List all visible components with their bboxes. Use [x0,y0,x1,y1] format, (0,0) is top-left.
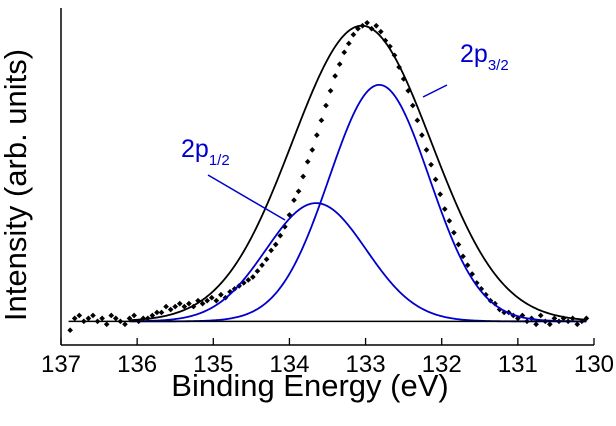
label-2p1-2: 2p1/2 [181,135,230,169]
annotation-line-2p3-2 [422,84,448,98]
data-point-62 [350,31,357,38]
data-point-5 [90,312,96,319]
x-tick-label-133: 133 [346,351,386,378]
data-point-2 [76,312,83,319]
data-point-59 [336,61,343,67]
data-point-78 [423,147,430,153]
y-axis-label: Intensity (arb. units) [0,49,33,321]
data-point-61 [345,40,352,47]
data-point-8 [103,321,110,328]
x-axis-label: Binding Energy (eV) [171,368,448,403]
data-point-24 [176,300,183,307]
data-point-52 [304,158,311,165]
data-point-25 [181,303,188,310]
data-point-0 [67,327,73,334]
data-point-41 [254,268,261,274]
data-point-53 [309,147,316,153]
data-point-30 [204,297,211,304]
x-tick-label-136: 136 [117,351,157,378]
data-point-22 [167,306,174,313]
series-data-points [67,19,590,334]
data-point-54 [314,132,320,138]
data-point-23 [172,303,179,310]
data-point-65 [364,19,370,26]
data-point-79 [428,161,434,168]
data-point-19 [154,309,160,316]
x-ticks [60,338,595,345]
data-point-42 [259,262,265,269]
x-tick-labels: 137 136 135 134 133 132 131 130 [41,351,614,378]
annotation-line-2p1-2 [207,174,286,221]
data-point-43 [263,256,270,263]
data-point-58 [332,73,338,79]
data-point-39 [245,277,252,283]
data-point-87 [464,262,471,269]
data-point-18 [149,312,156,319]
data-point-81 [437,191,444,198]
data-point-7 [99,315,105,322]
data-point-103 [537,312,544,319]
x-tick-label-130: 130 [574,351,614,378]
data-point-60 [341,49,348,56]
data-point-33 [218,291,224,298]
plot-frame [60,8,594,346]
data-point-84 [451,229,457,236]
envelope-fit-curve [129,24,587,322]
data-point-82 [441,206,448,212]
data-point-55 [318,117,325,124]
data-point-68 [377,28,384,35]
data-point-44 [268,247,274,254]
data-point-32 [213,297,220,304]
series-envelope [68,24,587,323]
x-tick-label-135: 135 [193,351,233,378]
label-2p3-2: 2p3/2 [460,40,509,74]
data-point-21 [163,303,169,310]
component-curve-2p3-2 [129,83,587,323]
data-point-80 [432,176,439,183]
data-point-106 [551,315,558,322]
data-point-40 [250,274,256,280]
data-point-83 [446,218,453,224]
x-tick-label-132: 132 [422,351,462,378]
data-point-45 [272,241,279,248]
x-tick-label-131: 131 [498,351,538,378]
data-point-76 [414,117,421,124]
data-point-26 [186,300,192,307]
data-point-57 [327,87,334,94]
data-point-56 [323,102,329,109]
data-point-12 [122,321,128,328]
data-point-9 [108,312,115,319]
data-point-49 [291,197,297,203]
series-components [129,83,587,323]
x-tick-label-134: 134 [269,351,309,378]
data-point-46 [277,232,284,239]
data-point-4 [85,315,92,322]
data-point-105 [547,321,553,328]
data-point-10 [112,315,119,322]
data-point-1 [71,315,78,322]
data-point-102 [533,321,539,328]
data-point-14 [131,312,137,319]
data-point-67 [373,22,380,29]
data-point-77 [419,132,425,138]
annotations: 2p3/2 2p1/2 [181,40,509,221]
data-point-51 [300,173,306,180]
x-tick-label-137: 137 [41,351,81,378]
data-point-31 [208,294,215,301]
data-point-75 [409,102,416,109]
data-point-86 [460,253,466,260]
data-point-29 [199,300,206,307]
data-point-50 [295,188,302,195]
data-point-111 [574,321,581,328]
data-point-20 [158,309,165,316]
data-point-85 [455,241,462,248]
